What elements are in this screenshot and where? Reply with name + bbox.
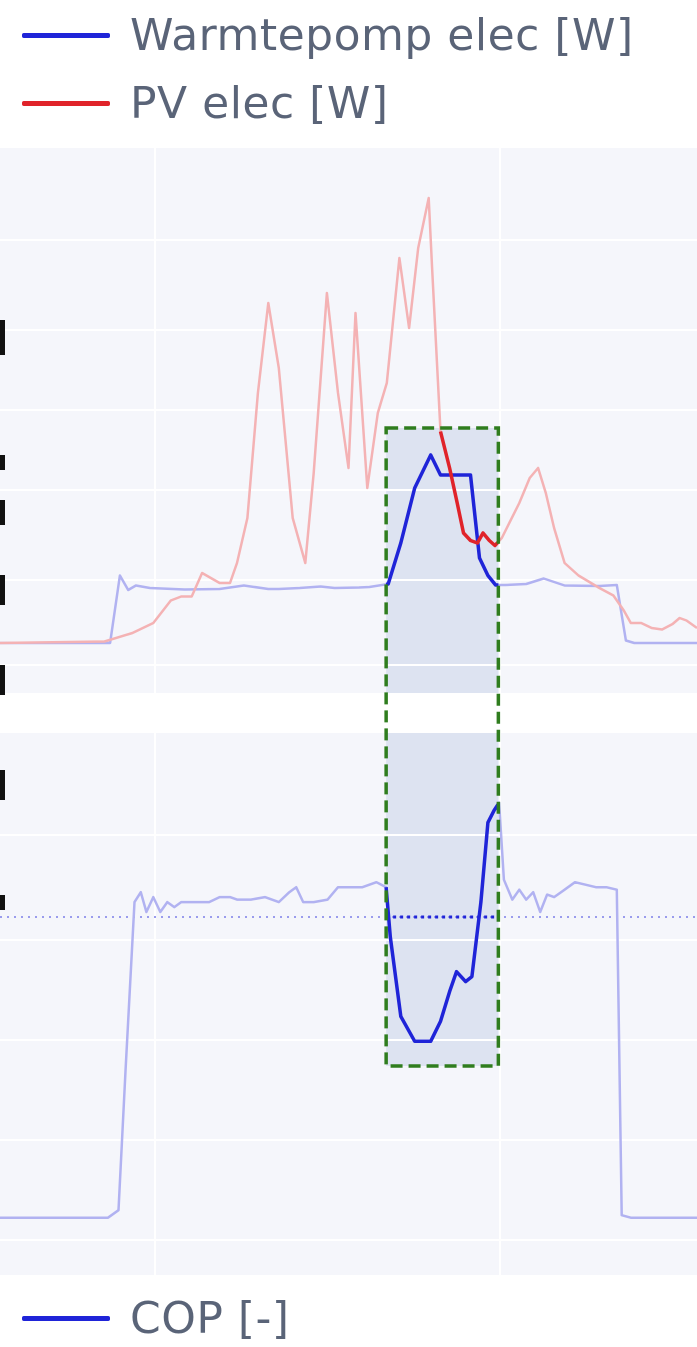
plot-area-1: [0, 148, 697, 693]
series-highlight-2-1: [384, 802, 500, 1044]
series-highlight-1-2: [438, 431, 500, 548]
series-highlight-1-1: [385, 453, 499, 587]
series-line-1-2: [0, 196, 697, 645]
legend-swatch-warmtepomp: [22, 33, 110, 38]
legend-label-warmtepomp: Warmtepomp elec [W]: [130, 10, 634, 61]
axis-tick-fragment: [0, 895, 5, 910]
legend-label-pv: PV elec [W]: [130, 78, 389, 129]
legend-label-cop: COP [-]: [130, 1293, 290, 1344]
axis-tick-fragment: [0, 665, 5, 695]
axis-tick-fragment: [0, 500, 5, 525]
legend-item-warmtepomp[interactable]: Warmtepomp elec [W]: [0, 10, 634, 61]
axis-tick-fragment: [0, 575, 5, 605]
axis-tick-fragment: [0, 455, 5, 470]
highlight-frame: [384, 426, 501, 1068]
plot-area-2: [0, 733, 697, 1275]
axis-tick-fragment: [0, 320, 5, 355]
legend-swatch-cop: [22, 1316, 110, 1321]
axis-tick-fragment: [0, 770, 5, 800]
legend-item-cop[interactable]: COP [-]: [0, 1293, 290, 1344]
legend-swatch-pv: [22, 101, 110, 106]
legend-item-pv[interactable]: PV elec [W]: [0, 78, 389, 129]
